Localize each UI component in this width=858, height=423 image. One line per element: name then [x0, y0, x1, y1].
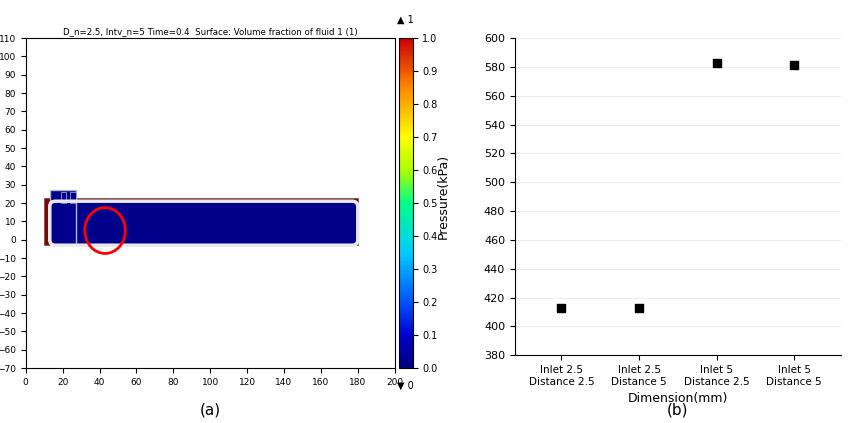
- Text: ▲ 1: ▲ 1: [397, 15, 414, 25]
- Point: [788, 62, 801, 69]
- Bar: [45, 198, 358, 245]
- Text: (a): (a): [200, 403, 221, 418]
- Title: D_n=2.5, Intv_n=5 Time=0.4  Surface: Volume fraction of fluid 1 (1): D_n=2.5, Intv_n=5 Time=0.4 Surface: Volu…: [63, 27, 358, 36]
- Point: [710, 59, 723, 66]
- Bar: [70, 192, 76, 203]
- Y-axis label: Pressure(kPa): Pressure(kPa): [437, 154, 450, 239]
- Bar: [50, 190, 76, 245]
- X-axis label: Dimension(mm): Dimension(mm): [628, 392, 728, 405]
- FancyBboxPatch shape: [50, 201, 358, 245]
- Bar: [61, 192, 66, 203]
- Point: [554, 305, 568, 311]
- Text: (b): (b): [667, 403, 689, 418]
- Point: [632, 305, 646, 311]
- Text: ▼ 0: ▼ 0: [397, 381, 414, 391]
